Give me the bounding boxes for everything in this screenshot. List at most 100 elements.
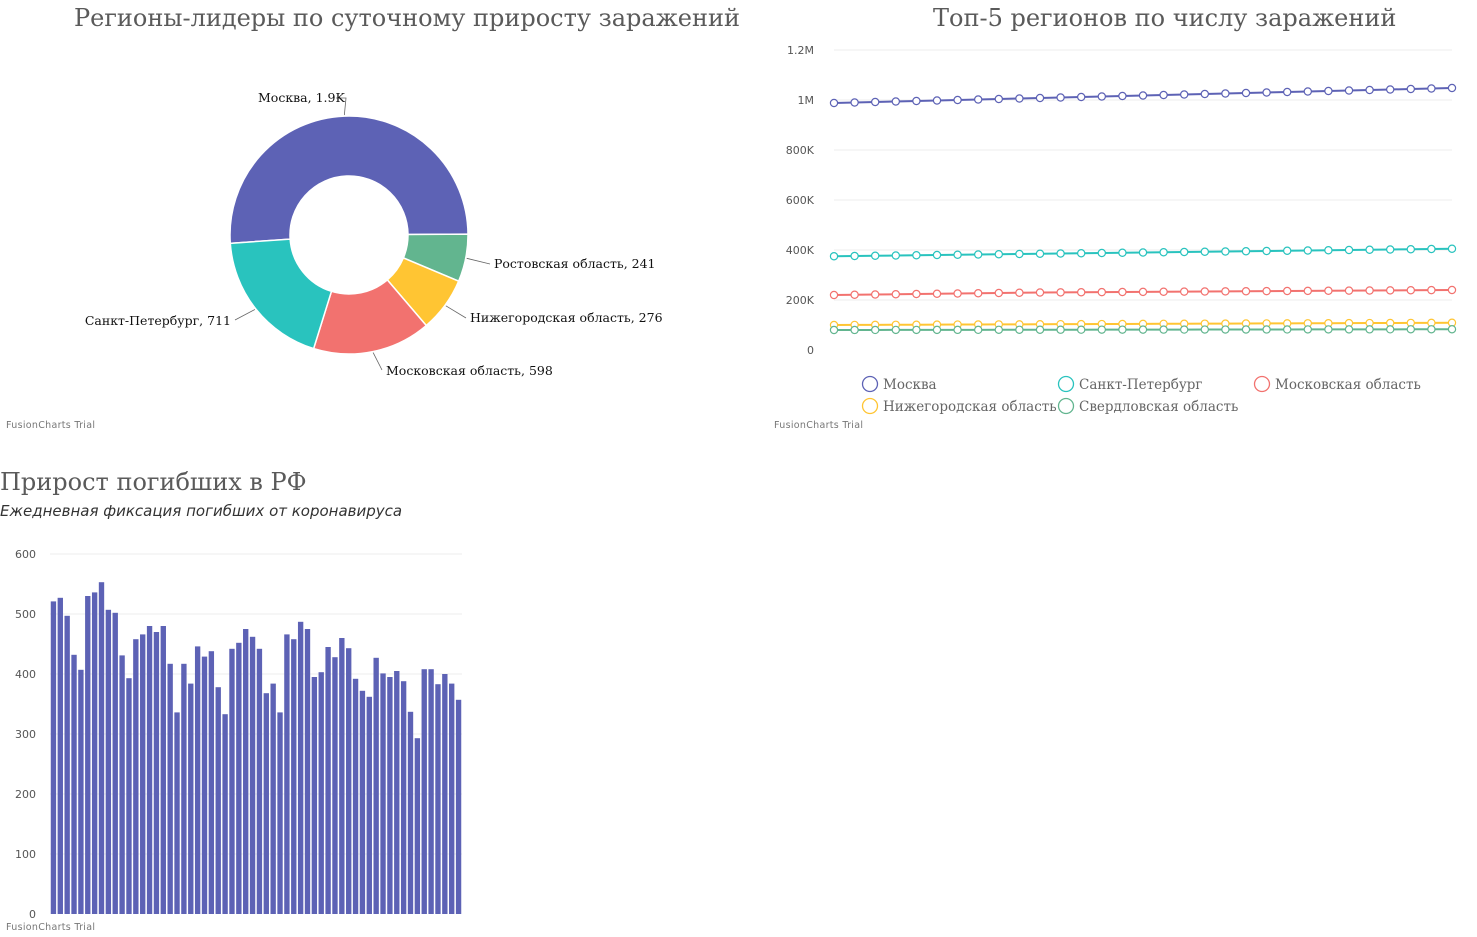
line-point[interactable] (1200, 89, 1209, 99)
donut-slice-4[interactable] (229, 238, 333, 350)
line-point[interactable] (850, 290, 859, 299)
bar[interactable] (167, 663, 173, 914)
bar[interactable] (133, 639, 139, 914)
line-point[interactable] (1118, 325, 1127, 334)
line-point[interactable] (1344, 245, 1354, 255)
line-point[interactable] (1365, 245, 1374, 254)
line-point[interactable] (1200, 247, 1209, 256)
line-point[interactable] (1283, 325, 1292, 334)
line-point[interactable] (1324, 246, 1333, 255)
line-point[interactable] (1344, 325, 1354, 334)
bar[interactable] (297, 621, 304, 914)
line-point[interactable] (1200, 287, 1209, 296)
line-point[interactable] (1035, 249, 1045, 258)
bar[interactable] (284, 634, 290, 914)
legend-marker[interactable] (1253, 375, 1271, 393)
line-point[interactable] (1097, 92, 1106, 101)
line-point[interactable] (1138, 325, 1148, 334)
line-point[interactable] (1138, 287, 1148, 297)
line-point[interactable] (1447, 325, 1457, 334)
line-point[interactable] (1386, 245, 1395, 254)
line-point[interactable] (1344, 86, 1354, 95)
line-point[interactable] (1035, 325, 1045, 334)
line-point[interactable] (829, 325, 839, 335)
line-point[interactable] (1241, 247, 1251, 256)
bar[interactable] (387, 677, 393, 914)
line-point[interactable] (1262, 286, 1271, 296)
bar[interactable] (449, 683, 455, 914)
line-point[interactable] (829, 290, 839, 300)
line-point[interactable] (1035, 93, 1045, 103)
line-point[interactable] (891, 251, 901, 260)
bar[interactable] (249, 636, 256, 914)
line-point[interactable] (870, 325, 880, 335)
bar[interactable] (318, 672, 324, 914)
line-point[interactable] (1056, 249, 1065, 258)
legend-marker[interactable] (861, 375, 879, 393)
bar[interactable] (373, 657, 379, 914)
line-point[interactable] (1427, 244, 1436, 254)
line-point[interactable] (1447, 244, 1457, 253)
bar[interactable] (311, 677, 318, 914)
line-point[interactable] (891, 325, 901, 335)
line-point[interactable] (1118, 248, 1127, 257)
line-point[interactable] (973, 95, 983, 104)
line-point[interactable] (829, 98, 839, 108)
line-point[interactable] (1303, 87, 1313, 96)
bar[interactable] (339, 638, 345, 914)
line-point[interactable] (1138, 248, 1148, 257)
line-point[interactable] (953, 325, 962, 335)
line-point[interactable] (1077, 325, 1086, 334)
line-point[interactable] (1159, 325, 1168, 334)
line-point[interactable] (829, 252, 839, 261)
line-point[interactable] (1077, 92, 1086, 102)
line-point[interactable] (1406, 286, 1416, 295)
line-point[interactable] (1118, 91, 1127, 101)
bar[interactable] (50, 601, 57, 914)
line-point[interactable] (1324, 286, 1333, 295)
line-point[interactable] (994, 94, 1003, 104)
line-point[interactable] (912, 325, 921, 335)
line-point[interactable] (850, 98, 859, 107)
line-point[interactable] (994, 325, 1003, 334)
bar[interactable] (400, 681, 407, 914)
line-point[interactable] (1262, 88, 1271, 97)
bar[interactable] (215, 687, 221, 914)
bar[interactable] (85, 596, 91, 914)
line-point[interactable] (870, 97, 880, 107)
bar[interactable] (332, 657, 338, 914)
line-point[interactable] (1015, 249, 1024, 259)
bar[interactable] (277, 712, 283, 914)
line-point[interactable] (994, 250, 1003, 259)
line-point[interactable] (1427, 325, 1436, 334)
line-point[interactable] (1015, 325, 1024, 334)
line-point[interactable] (1406, 325, 1416, 334)
bar[interactable] (421, 669, 427, 914)
bar[interactable] (380, 673, 386, 914)
bar[interactable] (229, 648, 235, 914)
line-point[interactable] (1386, 85, 1395, 94)
bar[interactable] (442, 674, 448, 914)
bar[interactable] (270, 683, 276, 914)
line-point[interactable] (1056, 93, 1065, 102)
line-point[interactable] (912, 96, 921, 106)
line-point[interactable] (953, 289, 962, 298)
bar[interactable] (366, 696, 372, 914)
bar[interactable] (243, 629, 249, 914)
legend-marker[interactable] (1057, 397, 1075, 415)
legend-label[interactable]: Московская область (1275, 377, 1421, 393)
bar[interactable] (105, 609, 112, 914)
line-point[interactable] (870, 251, 880, 260)
bar[interactable] (153, 632, 160, 914)
line-point[interactable] (973, 289, 983, 298)
line-point[interactable] (1221, 325, 1230, 334)
line-point[interactable] (1056, 325, 1065, 334)
legend-label[interactable]: Нижегородская область (883, 399, 1057, 415)
line-point[interactable] (1365, 286, 1374, 295)
line-point[interactable] (1118, 287, 1127, 297)
line-point[interactable] (1406, 84, 1416, 94)
line-point[interactable] (1365, 85, 1374, 95)
line-point[interactable] (1447, 285, 1457, 295)
line-point[interactable] (1056, 288, 1065, 297)
bar[interactable] (201, 656, 208, 914)
